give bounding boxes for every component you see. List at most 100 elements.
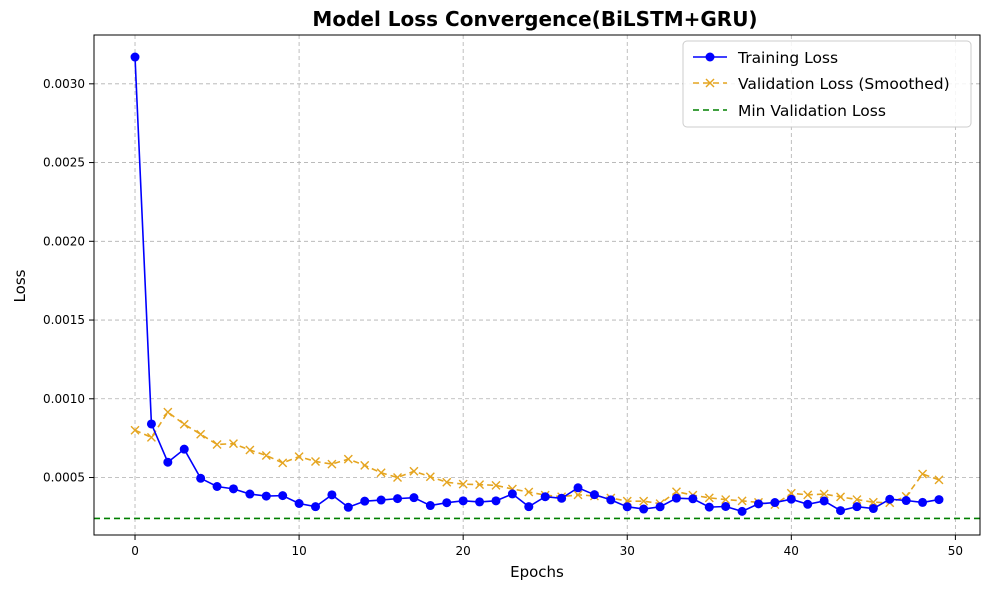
legend-label-training-loss: Training Loss (737, 49, 838, 67)
training-loss-point (868, 504, 878, 514)
validation-loss-point (442, 477, 452, 487)
y-tick-label: 0.0010 (43, 392, 85, 406)
training-loss-point (196, 473, 206, 483)
validation-loss-point (146, 432, 156, 442)
training-loss-point (130, 52, 140, 62)
y-axis-label: Loss (11, 269, 29, 302)
training-loss-point (212, 481, 222, 491)
training-loss-point (852, 502, 862, 512)
y-tick-label: 0.0005 (43, 471, 85, 485)
training-loss-point (688, 494, 698, 504)
training-loss-point (721, 501, 731, 511)
x-tick-label: 10 (291, 544, 306, 558)
training-loss-point (491, 496, 501, 506)
training-loss-point (245, 489, 255, 499)
x-tick-label: 30 (620, 544, 635, 558)
validation-loss-point (409, 466, 419, 476)
validation-loss-point (360, 460, 370, 470)
validation-loss-point (212, 439, 222, 449)
training-loss-point (442, 498, 452, 508)
x-tick-label: 50 (948, 544, 963, 558)
legend-marker-validation-loss (705, 78, 715, 88)
training-loss-point (409, 493, 419, 503)
validation-loss-point (311, 456, 320, 466)
validation-loss-point (491, 480, 501, 490)
validation-loss-point (393, 473, 403, 483)
validation-loss-point (639, 496, 649, 506)
x-tick-label: 0 (131, 544, 139, 558)
validation-loss-point (245, 445, 255, 455)
validation-loss-point (376, 468, 386, 478)
legend-box (682, 40, 972, 128)
validation-loss-point (163, 407, 173, 417)
training-loss-point (327, 490, 337, 500)
training-loss-point (704, 502, 714, 512)
training-loss-point (393, 494, 403, 504)
legend-label-min-validation-loss: Min Validation Loss (738, 102, 886, 120)
validation-loss-point (918, 469, 928, 479)
validation-loss-point (278, 458, 288, 468)
training-loss-point (819, 496, 829, 506)
validation-loss-point (327, 459, 337, 469)
training-loss-point (655, 502, 665, 512)
training-loss-point (885, 494, 895, 504)
validation-loss-point (130, 425, 140, 435)
training-loss-point (475, 497, 485, 507)
validation-loss-point (573, 490, 583, 500)
training-loss-point (458, 496, 468, 506)
validation-loss-point (343, 454, 353, 464)
training-loss-point (901, 496, 911, 506)
y-tick-label: 0.0020 (43, 234, 85, 248)
training-loss-point (770, 498, 780, 508)
validation-loss-point (294, 452, 304, 462)
validation-loss-point (228, 439, 238, 449)
plot-series (94, 52, 980, 520)
validation-loss-point (261, 450, 271, 460)
training-loss-point (376, 495, 386, 505)
y-tick-label: 0.0030 (43, 77, 85, 91)
training-loss-point (934, 495, 944, 505)
validation-loss-point (852, 495, 862, 505)
validation-loss-point (458, 479, 468, 489)
training-loss-point (261, 491, 271, 501)
legend-label-validation-loss: Validation Loss (Smoothed) (738, 75, 950, 93)
training-loss-point (918, 497, 928, 507)
training-loss-point (179, 444, 189, 454)
training-loss-point (754, 499, 763, 509)
training-loss-point (589, 490, 599, 500)
validation-loss-point (425, 472, 435, 482)
validation-loss-point (934, 475, 944, 485)
validation-loss-point (475, 480, 485, 490)
validation-loss-line (134, 411, 940, 506)
validation-loss-point (704, 493, 714, 503)
validation-loss-point (836, 492, 846, 502)
x-tick-label: 20 (456, 544, 471, 558)
validation-loss-point (803, 490, 813, 500)
x-axis-label: Epochs (510, 563, 564, 581)
training-loss-point (540, 492, 550, 502)
y-tick-label: 0.0015 (43, 313, 85, 327)
training-loss-point (573, 483, 583, 493)
training-loss-point (524, 502, 534, 512)
training-loss-point (294, 499, 304, 509)
validation-loss-point (868, 497, 878, 507)
legend: Training Loss Validation Loss (Smoothed)… (682, 40, 972, 128)
training-loss-point (786, 494, 796, 504)
validation-loss-point (721, 495, 731, 505)
validation-loss-point (671, 487, 681, 497)
training-loss-point (557, 493, 567, 503)
y-tick-label: 0.0025 (43, 156, 85, 170)
chart-title: Model Loss Convergence(BiLSTM+GRU) (312, 7, 757, 31)
grid (94, 35, 980, 535)
training-loss-point (639, 504, 649, 514)
validation-loss-point (819, 489, 829, 499)
axes: 0 10 20 30 40 50 0.0005 0.0010 0.0015 0.0020 0.002… (43, 77, 963, 558)
training-loss-point (360, 496, 370, 506)
training-loss-point (425, 501, 435, 511)
training-loss-point (507, 489, 517, 499)
training-loss-point (311, 502, 320, 512)
training-loss-point (737, 506, 747, 516)
training-loss-point (606, 495, 616, 505)
training-loss-point (803, 499, 813, 509)
